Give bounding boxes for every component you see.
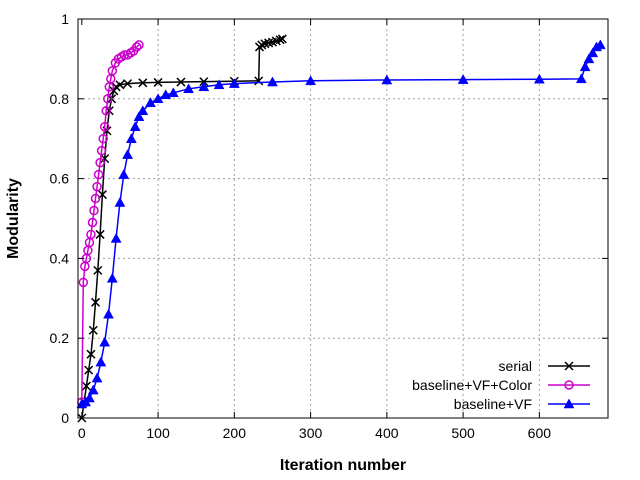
data-point [579, 61, 591, 72]
data-point [134, 40, 144, 50]
legend-marker [564, 380, 574, 390]
data-point [99, 336, 111, 347]
data-point [86, 229, 96, 240]
data-point [183, 83, 195, 94]
ticks: 0 100 200 300 400 500 600 0 0.2 0.4 0.6 0.8 1 [50, 11, 608, 441]
x-tick-label: 400 [375, 425, 399, 441]
data-point [119, 50, 130, 60]
data-point [137, 105, 149, 116]
data-point [133, 111, 145, 122]
data-point [305, 75, 317, 86]
data-point [118, 169, 130, 179]
data-point [106, 272, 118, 283]
x-tick-label: 300 [299, 425, 323, 441]
data-point [101, 106, 111, 116]
y-axis-title: Modularity [5, 178, 22, 259]
data-point [594, 39, 606, 50]
series-serial [77, 34, 287, 423]
y-tick-label: 1 [61, 11, 69, 27]
data-point [114, 197, 126, 207]
legend-marker [563, 398, 575, 409]
series-layer [76, 34, 606, 423]
data-point [87, 384, 99, 395]
x-tick-label: 500 [451, 425, 475, 441]
legend-marker [564, 361, 574, 371]
data-point [100, 154, 110, 164]
data-point [152, 93, 164, 104]
data-point [167, 87, 179, 98]
data-point [129, 121, 141, 131]
data-point [95, 157, 105, 168]
data-point [88, 325, 98, 335]
data-point [95, 356, 107, 367]
data-point [176, 77, 186, 87]
data-point [153, 77, 163, 87]
data-point [96, 145, 107, 156]
data-point [93, 169, 104, 180]
legend-label: baseline+VF+Color [412, 377, 532, 393]
plot-frame [77, 18, 609, 419]
data-point [102, 94, 113, 104]
data-point [198, 81, 210, 92]
data-point [213, 79, 225, 90]
x-tick-label: 200 [223, 425, 247, 441]
x-tick-label: 0 [78, 425, 86, 441]
data-point [533, 73, 545, 84]
data-point [267, 76, 278, 87]
data-point [78, 277, 89, 288]
data-point [84, 392, 95, 403]
x-tick-label: 600 [528, 425, 552, 441]
data-point [81, 381, 91, 391]
data-point [95, 229, 105, 239]
data-point [145, 97, 156, 108]
legend-label: baseline+VF [454, 396, 532, 412]
y-tick-label: 0.2 [50, 330, 70, 346]
data-point [92, 181, 102, 192]
data-point [84, 365, 94, 375]
data-point [575, 73, 587, 84]
legend: serial baseline+VF+Color baseline+VF [412, 358, 590, 412]
data-point [122, 149, 133, 159]
data-point [457, 74, 469, 84]
data-point [587, 47, 599, 58]
data-point [86, 349, 96, 359]
y-tick-label: 0.4 [50, 250, 70, 266]
data-point [99, 121, 110, 132]
x-axis-title: Iteration number [280, 457, 406, 474]
data-point [228, 78, 240, 88]
data-point [91, 297, 101, 307]
data-point [254, 76, 264, 86]
data-point [91, 372, 103, 383]
y-tick-label: 0.6 [50, 171, 70, 187]
series-baseline-vf-color [77, 40, 144, 407]
legend-label: serial [499, 358, 532, 374]
data-point [98, 133, 108, 144]
data-point [277, 34, 287, 44]
data-point [115, 80, 125, 90]
data-point [90, 193, 101, 204]
data-point [123, 79, 133, 89]
data-point [107, 66, 118, 76]
data-point [257, 40, 267, 50]
data-point [103, 308, 114, 319]
x-tick-label: 100 [146, 425, 170, 441]
data-point [275, 35, 285, 45]
data-point [93, 265, 103, 275]
data-point [89, 205, 99, 216]
data-point [138, 78, 148, 88]
data-point [110, 232, 122, 243]
y-tick-label: 0.8 [50, 91, 70, 107]
series-line [81, 38, 283, 419]
series-baseline-vf [76, 39, 606, 409]
data-point [131, 42, 142, 52]
y-tick-label: 0 [61, 410, 69, 426]
data-point [87, 217, 98, 228]
data-point [583, 53, 595, 64]
data-point [381, 74, 393, 85]
data-point [125, 133, 137, 143]
